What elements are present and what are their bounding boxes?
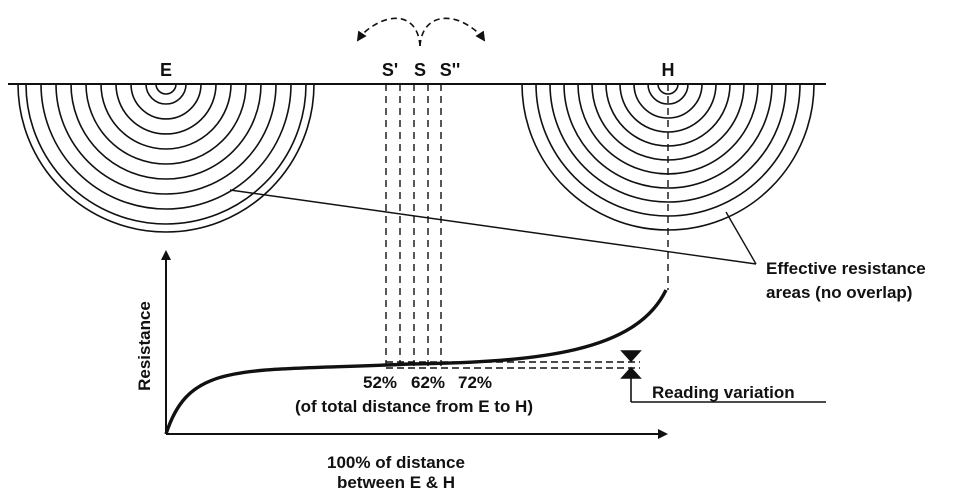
label-x-axis-line1: 100% of distance bbox=[327, 453, 465, 472]
resistance-curve bbox=[164, 289, 668, 435]
electrode-e-resistance-zones bbox=[17, 83, 315, 233]
label-pct-52: 52% bbox=[363, 373, 397, 392]
label-probe-s: S bbox=[414, 60, 426, 80]
label-pct-caption: (of total distance from E to H) bbox=[295, 397, 533, 416]
label-electrode-e: E bbox=[160, 60, 172, 80]
label-probe-s-double-prime: S'' bbox=[440, 60, 461, 80]
label-pct-62: 62% bbox=[411, 373, 445, 392]
label-y-axis: Resistance bbox=[135, 301, 154, 391]
label-effective-areas-line2: areas (no overlap) bbox=[766, 283, 912, 302]
label-probe-s-prime: S' bbox=[382, 60, 398, 80]
probe-dashed-lines bbox=[385, 84, 442, 366]
reading-variation-bracket bbox=[620, 350, 826, 403]
label-effective-areas-line1: Effective resistance bbox=[766, 259, 926, 278]
effective-area-leaders bbox=[229, 189, 757, 265]
label-x-axis-line2: between E & H bbox=[337, 473, 455, 492]
label-electrode-h: H bbox=[662, 60, 675, 80]
probe-move-arrows bbox=[356, 17, 486, 47]
label-pct-72: 72% bbox=[458, 373, 492, 392]
reading-variation-levels bbox=[386, 361, 640, 369]
label-reading-variation: Reading variation bbox=[652, 383, 795, 402]
